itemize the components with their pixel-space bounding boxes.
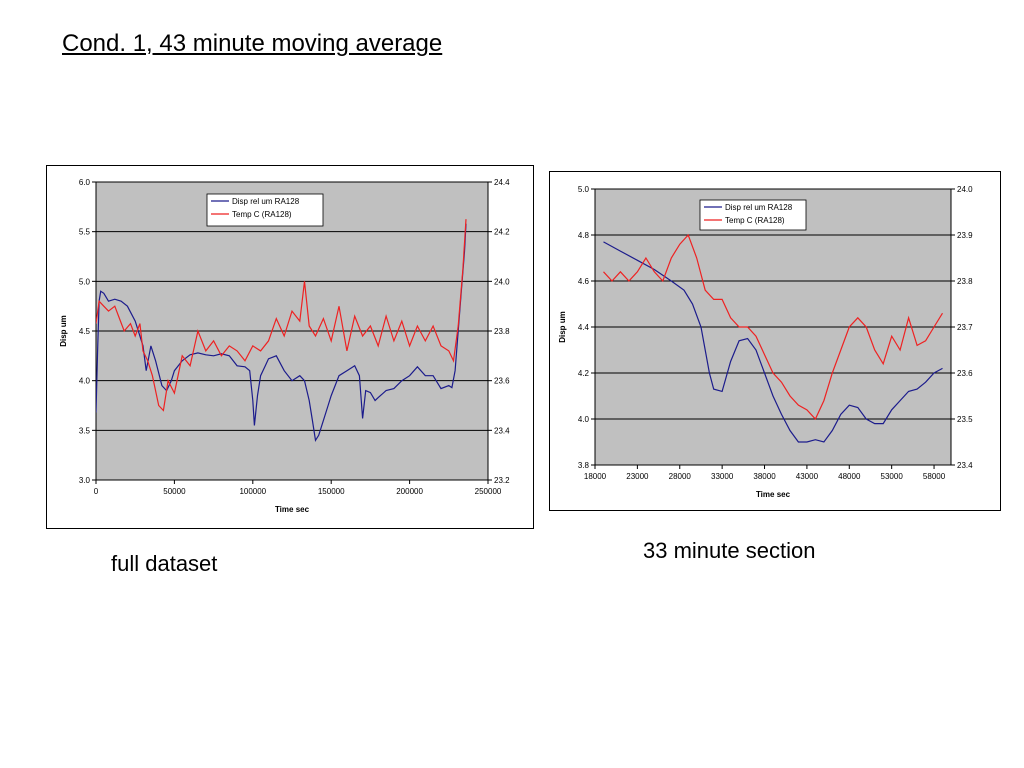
right-tick-label: 23.8	[957, 277, 973, 286]
slide-title: Cond. 1, 43 minute moving average	[62, 30, 443, 57]
y-axis-label: Disp um	[558, 311, 567, 343]
x-axis-label: Time sec	[275, 505, 310, 514]
x-tick-label: 23000	[626, 472, 649, 481]
series-line-temp	[603, 233, 944, 421]
left-tick-label: 3.8	[578, 461, 590, 470]
left-tick-label: 4.0	[79, 377, 91, 386]
legend-box	[699, 199, 807, 231]
series-line-disp	[96, 223, 467, 442]
x-tick-label: 48000	[838, 472, 861, 481]
right-tick-label: 24.4	[494, 178, 510, 187]
left-tick-label: 6.0	[79, 178, 91, 187]
right-tick-label: 24.0	[494, 277, 510, 286]
right-tick-label: 23.4	[494, 426, 510, 435]
series-line-temp	[96, 219, 467, 412]
left-tick-label: 3.0	[79, 476, 91, 485]
legend-entry: Disp rel um RA128	[725, 203, 793, 212]
x-tick-label: 150000	[318, 487, 345, 496]
caption-33-minute-section: 33 minute section	[643, 538, 816, 563]
left-tick-label: 4.2	[578, 369, 590, 378]
left-tick-label: 3.5	[79, 426, 91, 435]
x-tick-label: 33000	[711, 472, 734, 481]
right-tick-label: 23.2	[494, 476, 510, 485]
x-tick-label: 0	[94, 487, 99, 496]
legend-entry: Temp C (RA128)	[232, 210, 292, 219]
legend-box	[206, 193, 324, 227]
full-dataset-chart-svg: 3.0 3.5 4.0 4.5 5.0 5.5 6.0 23.2 23.4 23.6 23.8 24.…	[59, 178, 510, 514]
x-tick-label: 50000	[163, 487, 186, 496]
caption-full-dataset: full dataset	[111, 551, 218, 576]
x-tick-label: 38000	[753, 472, 776, 481]
x-tick-label: 200000	[396, 487, 423, 496]
right-tick-label: 24.2	[494, 228, 510, 237]
left-tick-label: 5.5	[79, 228, 91, 237]
right-tick-label: 23.7	[957, 323, 973, 332]
right-tick-label: 23.4	[957, 461, 973, 470]
x-tick-label: 18000	[584, 472, 607, 481]
right-tick-label: 23.6	[957, 369, 973, 378]
x-tick-label: 58000	[923, 472, 946, 481]
section-chart-svg: 3.8 4.0 4.2 4.4 4.6 4.8 5.0 23.4 23.5 23.6 23.7 23.…	[558, 185, 973, 499]
left-tick-label: 4.6	[578, 277, 590, 286]
left-tick-label: 4.0	[578, 415, 590, 424]
section-chart: 3.8 4.0 4.2 4.4 4.6 4.8 5.0 23.4 23.5 23.6 23.7 23.…	[549, 171, 1001, 511]
right-tick-label: 23.8	[494, 327, 510, 336]
full-dataset-chart: 3.0 3.5 4.0 4.5 5.0 5.5 6.0 23.2 23.4 23.6 23.8 24.…	[46, 165, 534, 529]
x-tick-label: 28000	[669, 472, 692, 481]
right-tick-label: 23.9	[957, 231, 973, 240]
left-tick-label: 4.8	[578, 231, 590, 240]
legend-entry: Disp rel um RA128	[232, 197, 300, 206]
left-tick-label: 5.0	[79, 277, 91, 286]
series-line-disp	[603, 241, 943, 443]
x-tick-label: 100000	[239, 487, 266, 496]
right-tick-label: 24.0	[957, 185, 973, 194]
x-axis-label: Time sec	[756, 490, 791, 499]
x-tick-label: 43000	[796, 472, 819, 481]
y-axis-label: Disp um	[59, 315, 68, 347]
right-tick-label: 23.5	[957, 415, 973, 424]
left-tick-label: 4.4	[578, 323, 590, 332]
x-tick-label: 250000	[475, 487, 502, 496]
x-tick-label: 53000	[881, 472, 904, 481]
legend-entry: Temp C (RA128)	[725, 216, 785, 225]
left-tick-label: 5.0	[578, 185, 590, 194]
left-tick-label: 4.5	[79, 327, 91, 336]
right-tick-label: 23.6	[494, 377, 510, 386]
